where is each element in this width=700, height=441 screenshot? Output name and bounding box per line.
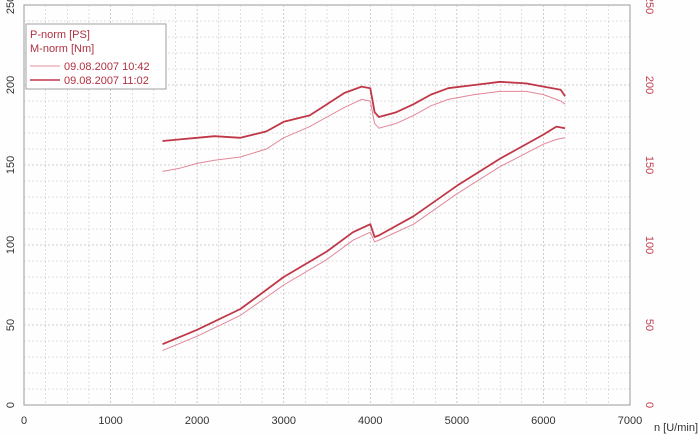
- series-layer: [162, 80, 566, 352]
- legend-label-1042: 09.08.2007 10:42: [64, 61, 150, 73]
- x-tick-label: 0: [21, 415, 27, 427]
- tick-labels: 0 1000 2000 3000 4000 5000 6000 700005010015020…: [5, 0, 655, 427]
- legend-box: [25, 23, 167, 90]
- y-tick-label-left: 200: [5, 76, 17, 94]
- series-line-0: [162, 80, 566, 142]
- legend: P-norm [PS] M-norm [Nm] 09.08.2007 10:42…: [25, 23, 167, 90]
- y-tick-label-left: 150: [5, 156, 17, 174]
- y-tick-label-right: 200: [643, 76, 655, 94]
- y-tick-label-right: 0: [643, 402, 655, 408]
- x-tick-label: 5000: [445, 415, 469, 427]
- y-tick-label-left: 0: [5, 402, 17, 408]
- y-tick-label-left: 250: [5, 0, 17, 14]
- x-tick-label: 6000: [531, 415, 555, 427]
- y-tick-label-right: 250: [643, 0, 655, 14]
- x-axis-label: n [U/min]: [654, 422, 698, 434]
- y-tick-label-right: 50: [643, 319, 655, 331]
- x-tick-label: 2000: [185, 415, 209, 427]
- legend-title-torque: M-norm [Nm]: [30, 43, 94, 55]
- x-tick-label: 4000: [358, 415, 382, 427]
- x-tick-label: 1000: [98, 415, 122, 427]
- series-line-1: [162, 90, 566, 172]
- y-tick-label-left: 50: [5, 319, 17, 331]
- legend-label-1102: 09.08.2007 11:02: [64, 75, 149, 87]
- y-tick-label-right: 150: [643, 156, 655, 174]
- legend-title-power: P-norm [PS]: [30, 29, 90, 41]
- x-tick-label: 3000: [271, 415, 295, 427]
- y-tick-label-right: 100: [643, 236, 655, 254]
- x-tick-label: 7000: [618, 415, 642, 427]
- y-tick-label-left: 100: [5, 236, 17, 254]
- series-line-3: [162, 137, 566, 352]
- grid: [24, 5, 630, 405]
- series-line-2: [162, 125, 566, 346]
